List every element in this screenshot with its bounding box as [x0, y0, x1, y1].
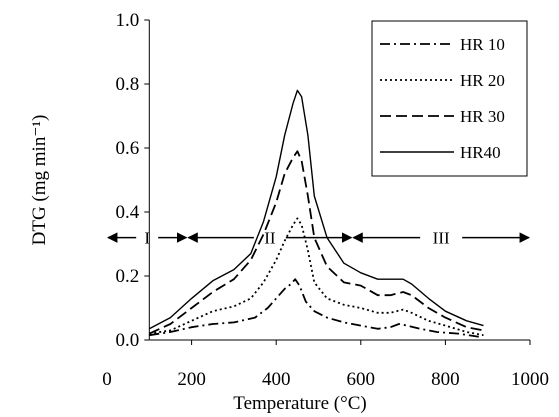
x-tick-label: 400: [262, 369, 291, 390]
legend-label: HR 20: [460, 71, 505, 90]
y-axis-title: DTG (mg min⁻¹): [29, 115, 50, 246]
region-label: II: [264, 229, 276, 248]
region-label: I: [144, 229, 150, 248]
legend-label: HR 10: [460, 35, 505, 54]
axes: 0.0 0.2 0.4 0.6 0.8 1.0 0 200 400 600 800 1000 Tempe…: [29, 10, 549, 414]
y-tick-label: 0.8: [116, 74, 140, 95]
legend-label: HR 30: [460, 107, 505, 126]
y-tick-label: 0.4: [116, 202, 140, 223]
x-tick-label: 600: [347, 369, 376, 390]
series-line-hr20: [149, 217, 484, 337]
x-axis-title: Temperature (°C): [233, 393, 366, 414]
x-tick-label: 1000: [511, 369, 549, 390]
series-line-hr30: [148, 150, 484, 335]
x-tick-label: 0: [102, 369, 112, 390]
series-line-hr10: [149, 278, 480, 338]
legend-label: HR40: [460, 143, 501, 162]
y-tick-label: 1.0: [116, 10, 140, 31]
y-tick-label: 0.0: [116, 330, 140, 351]
plot-area: I II III: [106, 89, 531, 338]
x-tick-label: 200: [177, 369, 206, 390]
y-tick-label: 0.6: [116, 138, 140, 159]
x-tick-label: 800: [431, 369, 460, 390]
region-label: III: [433, 229, 450, 248]
series-line-hr40: [148, 89, 484, 330]
y-tick-label: 0.2: [116, 266, 140, 287]
legend: HR 10 HR 20 HR 30 HR40: [371, 20, 528, 177]
legend-box: [371, 20, 528, 177]
